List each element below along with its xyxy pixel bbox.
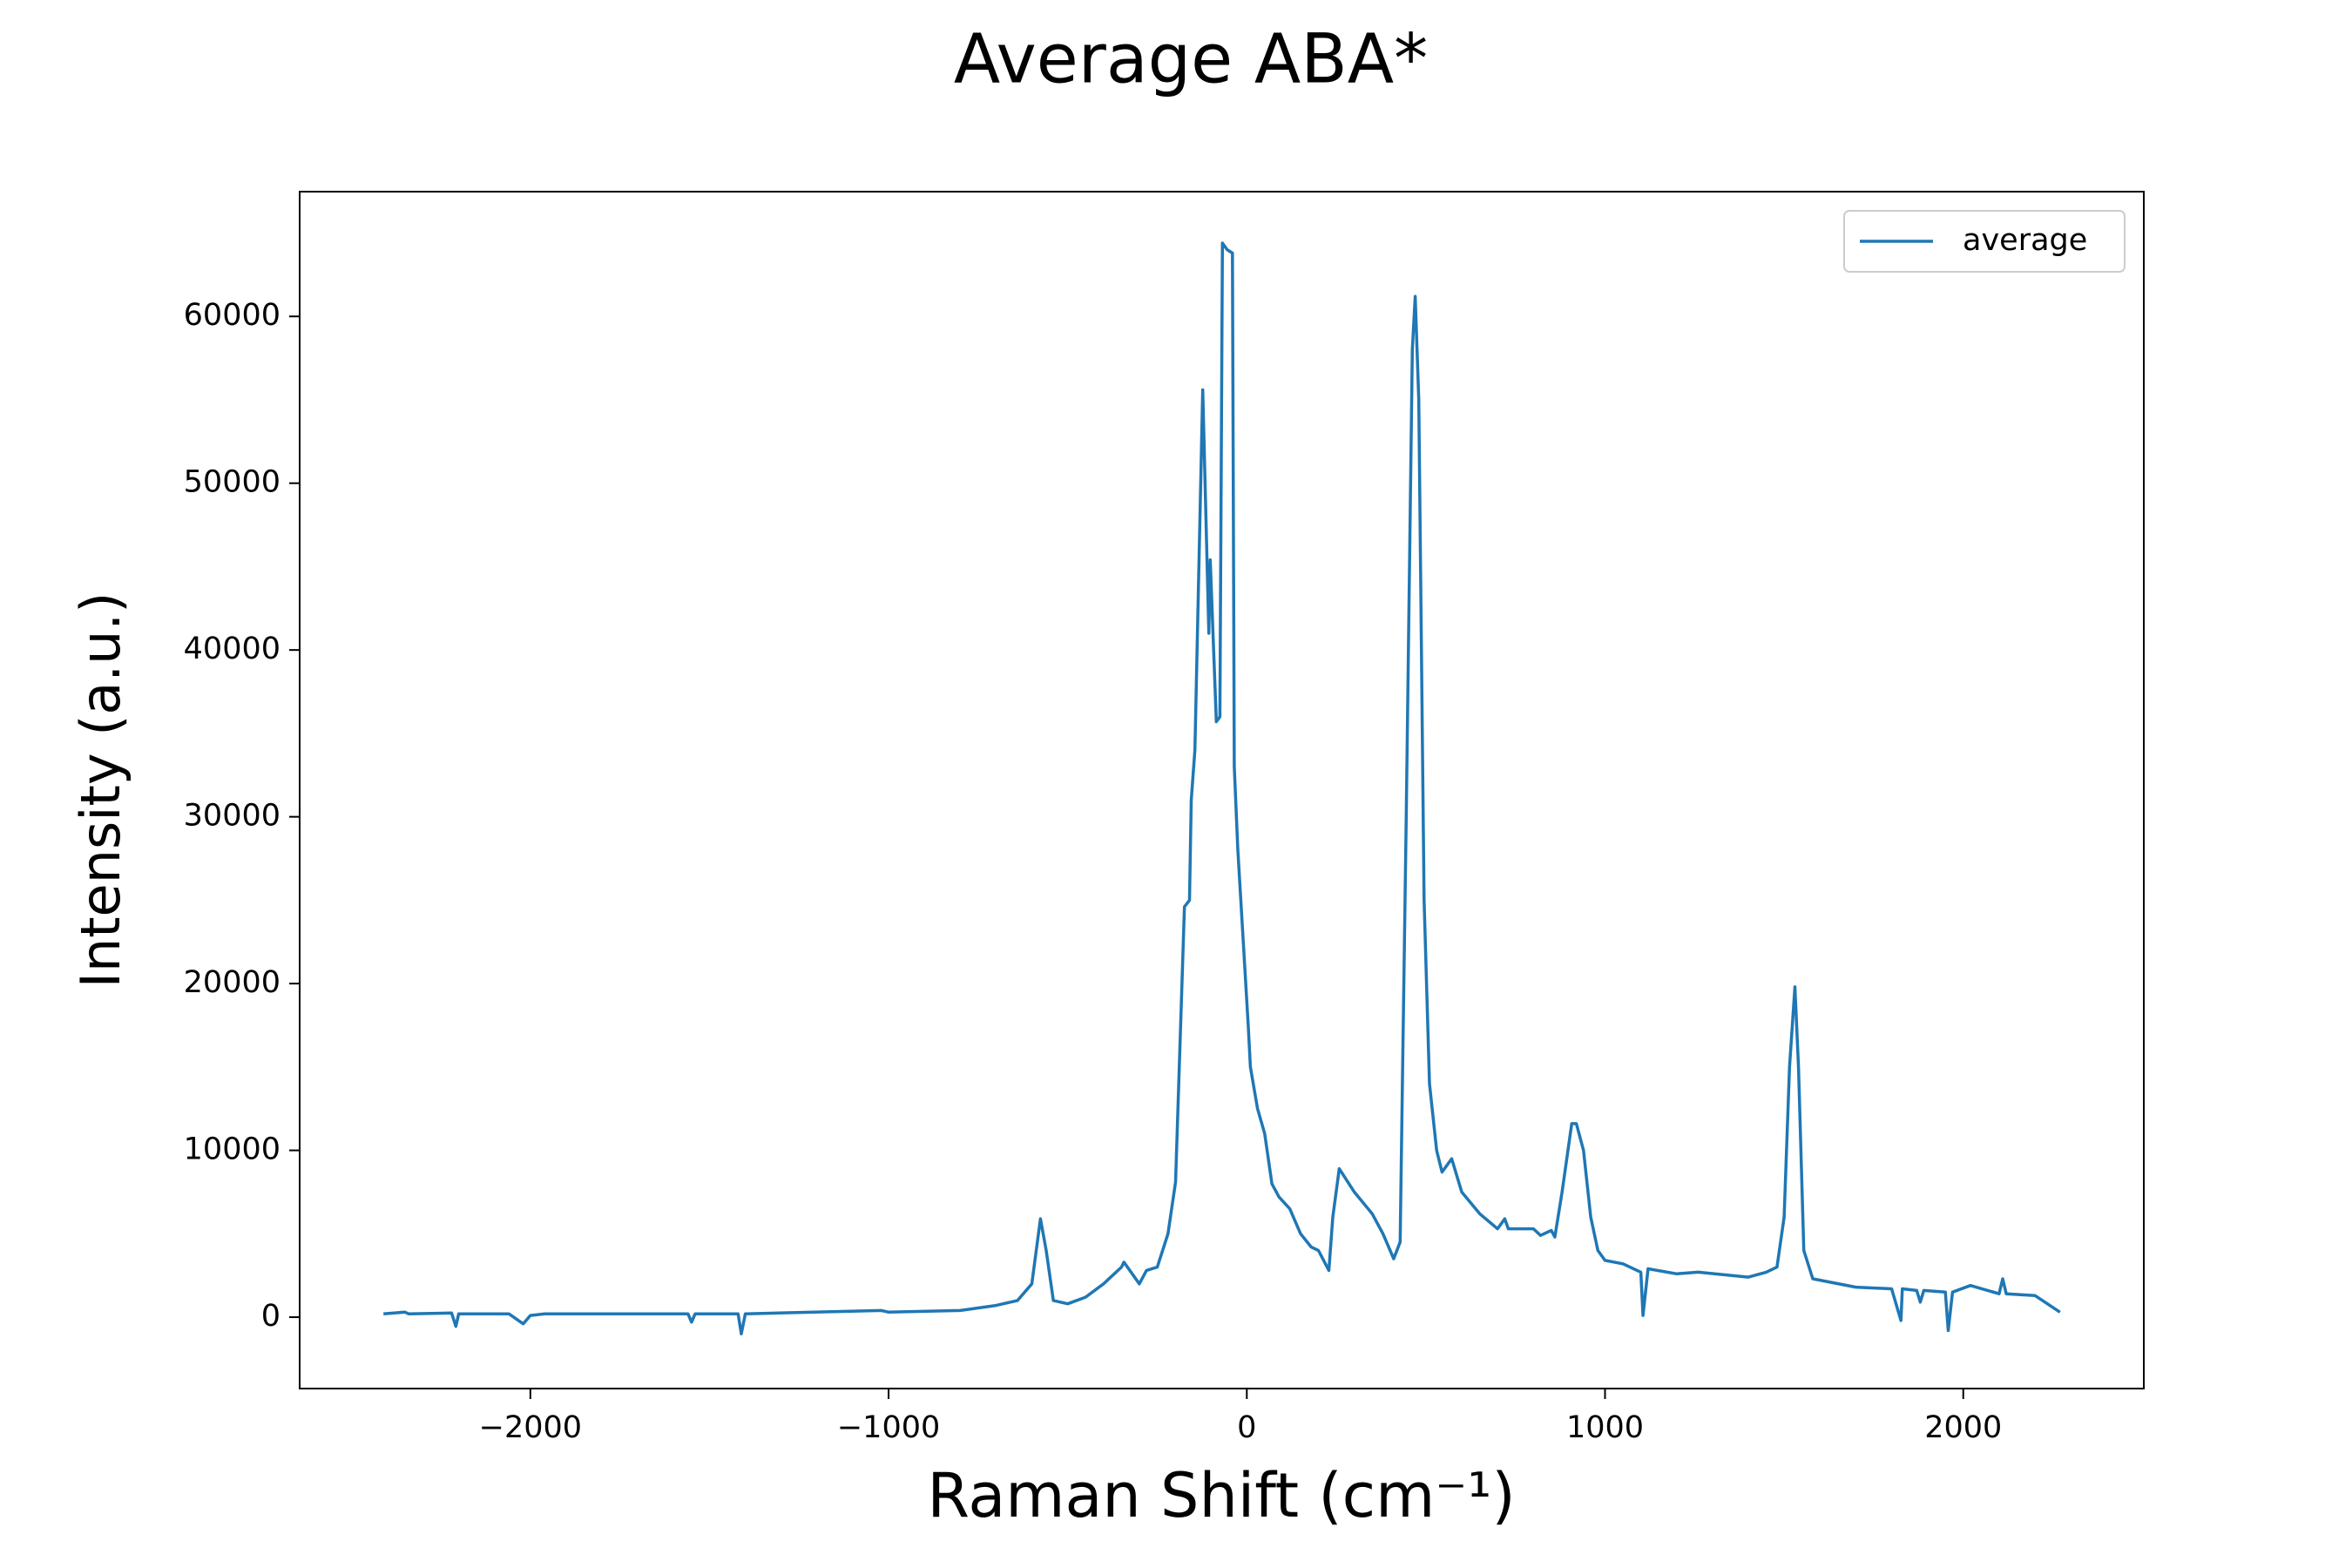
x-axis-label: Raman Shift (cm⁻¹) — [927, 1460, 1515, 1531]
y-tick-label: 30000 — [184, 799, 280, 834]
legend-label: average — [1963, 223, 2087, 258]
y-tick-label: 10000 — [184, 1132, 280, 1167]
x-tick-label: −1000 — [837, 1410, 940, 1445]
y-tick-label: 0 — [261, 1299, 280, 1334]
plot-frame — [299, 191, 2145, 1389]
x-tick-label: 1000 — [1566, 1410, 1644, 1445]
y-tick-label: 20000 — [184, 965, 280, 1000]
x-tick-label: 0 — [1237, 1410, 1256, 1445]
y-tick-label: 60000 — [184, 298, 280, 333]
x-tick-label: −2000 — [479, 1410, 582, 1445]
chart-title: Average ABA* — [954, 20, 1428, 98]
y-axis-label: Intensity (a.u.) — [69, 592, 132, 989]
legend-box — [1843, 210, 2126, 273]
y-tick-label: 50000 — [184, 465, 280, 500]
y-tick-label: 40000 — [184, 632, 280, 666]
x-tick-label: 2000 — [1924, 1410, 2002, 1445]
data-line — [383, 241, 2061, 1335]
